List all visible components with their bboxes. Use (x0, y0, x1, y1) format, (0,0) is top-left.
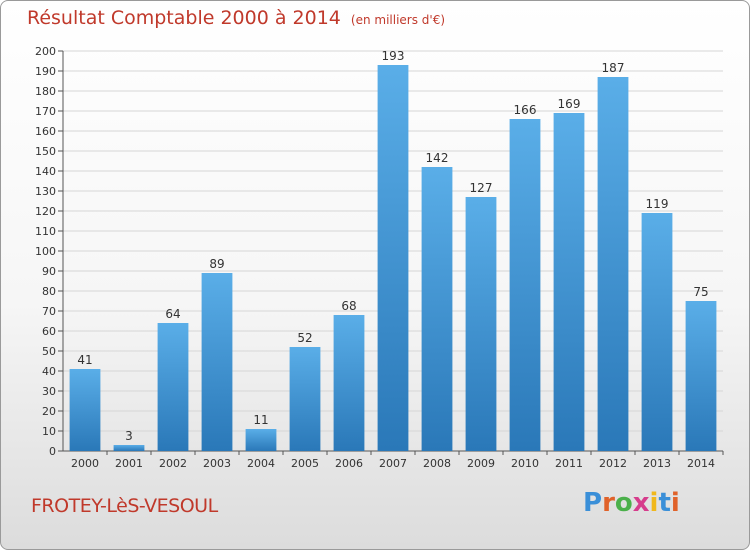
x-tick-label: 2002 (159, 457, 187, 470)
bar-2008 (421, 167, 453, 451)
y-tick-label: 170 (35, 105, 56, 118)
x-tick-label: 2011 (555, 457, 583, 470)
data-label-2000: 41 (77, 353, 92, 367)
x-tick-label: 2014 (687, 457, 715, 470)
y-tick-label: 130 (35, 185, 56, 198)
data-label-2001: 3 (125, 429, 133, 443)
commune-name: FROTEY-LèS-VESOUL (31, 495, 218, 517)
bar-2006 (333, 315, 365, 451)
x-tick-label: 2000 (71, 457, 99, 470)
y-tick-label: 150 (35, 145, 56, 158)
data-label-2012: 187 (602, 61, 625, 75)
x-tick-label: 2008 (423, 457, 451, 470)
proxiti-logo: Proxiti (583, 488, 680, 518)
x-tick-label: 2003 (203, 457, 231, 470)
logo-letter: x (632, 488, 650, 518)
chart-title: Résultat Comptable 2000 à 2014 (27, 7, 341, 29)
y-tick-label: 90 (42, 265, 56, 278)
bar-2000 (69, 369, 101, 451)
y-tick-label: 120 (35, 205, 56, 218)
bars (69, 65, 717, 451)
x-tick-label: 2004 (247, 457, 275, 470)
x-tick-label: 2012 (599, 457, 627, 470)
y-tick-label: 140 (35, 165, 56, 178)
x-tick-label: 2010 (511, 457, 539, 470)
y-tick-label: 60 (42, 325, 56, 338)
logo-letter: r (602, 488, 615, 518)
data-label-2013: 119 (646, 197, 669, 211)
chart-unit: (en milliers d'€) (350, 13, 446, 27)
bar-2013 (641, 213, 673, 451)
y-tick-label: 180 (35, 85, 56, 98)
bar-2005 (289, 347, 321, 451)
data-label-2002: 64 (165, 307, 180, 321)
bar-2002 (157, 323, 189, 451)
x-tick-label: 2007 (379, 457, 407, 470)
x-tick-label: 2013 (643, 457, 671, 470)
bar-2004 (245, 429, 277, 451)
y-tick-label: 110 (35, 225, 56, 238)
y-tick-label: 10 (42, 425, 56, 438)
y-tick-label: 80 (42, 285, 56, 298)
bar-2003 (201, 273, 233, 451)
data-label-2010: 166 (514, 103, 537, 117)
y-tick-label: 200 (35, 45, 56, 58)
y-tick-label: 190 (35, 65, 56, 78)
bar-2009 (465, 197, 497, 451)
y-tick-label: 0 (49, 445, 56, 458)
y-tick-label: 20 (42, 405, 56, 418)
data-label-2008: 142 (426, 151, 449, 165)
bar-2011 (553, 113, 585, 451)
x-tick-label: 2001 (115, 457, 143, 470)
bar-2007 (377, 65, 409, 451)
data-label-2005: 52 (297, 331, 312, 345)
bar-2010 (509, 119, 541, 451)
data-label-2006: 68 (341, 299, 356, 313)
y-tick-label: 160 (35, 125, 56, 138)
bar-2012 (597, 77, 629, 451)
x-tick-label: 2005 (291, 457, 319, 470)
y-tick-label: 50 (42, 345, 56, 358)
logo-letter: o (614, 488, 633, 518)
logo-letter: i (649, 488, 659, 518)
x-tick-label: 2009 (467, 457, 495, 470)
data-label-2007: 193 (382, 49, 405, 63)
labels: 0 10 20 30 40 50 60 70 80 90 100 110 120 130 140 150 160… (35, 45, 715, 470)
y-tick-label: 70 (42, 305, 56, 318)
data-label-2004: 11 (253, 413, 268, 427)
data-label-2011: 169 (558, 97, 581, 111)
y-tick-label: 100 (35, 245, 56, 258)
bar-2001 (113, 445, 145, 451)
x-tick-label: 2006 (335, 457, 363, 470)
y-tick-label: 30 (42, 385, 56, 398)
data-label-2003: 89 (209, 257, 224, 271)
data-label-2009: 127 (470, 181, 493, 195)
y-tick-label: 40 (42, 365, 56, 378)
logo-letter: i (670, 488, 680, 518)
logo-letter: P (583, 488, 603, 518)
chart-title-block: Résultat Comptable 2000 à 2014 (en millie… (27, 7, 445, 29)
bar-2014 (685, 301, 717, 451)
logo-letter: t (658, 488, 671, 518)
data-label-2014: 75 (693, 285, 708, 299)
